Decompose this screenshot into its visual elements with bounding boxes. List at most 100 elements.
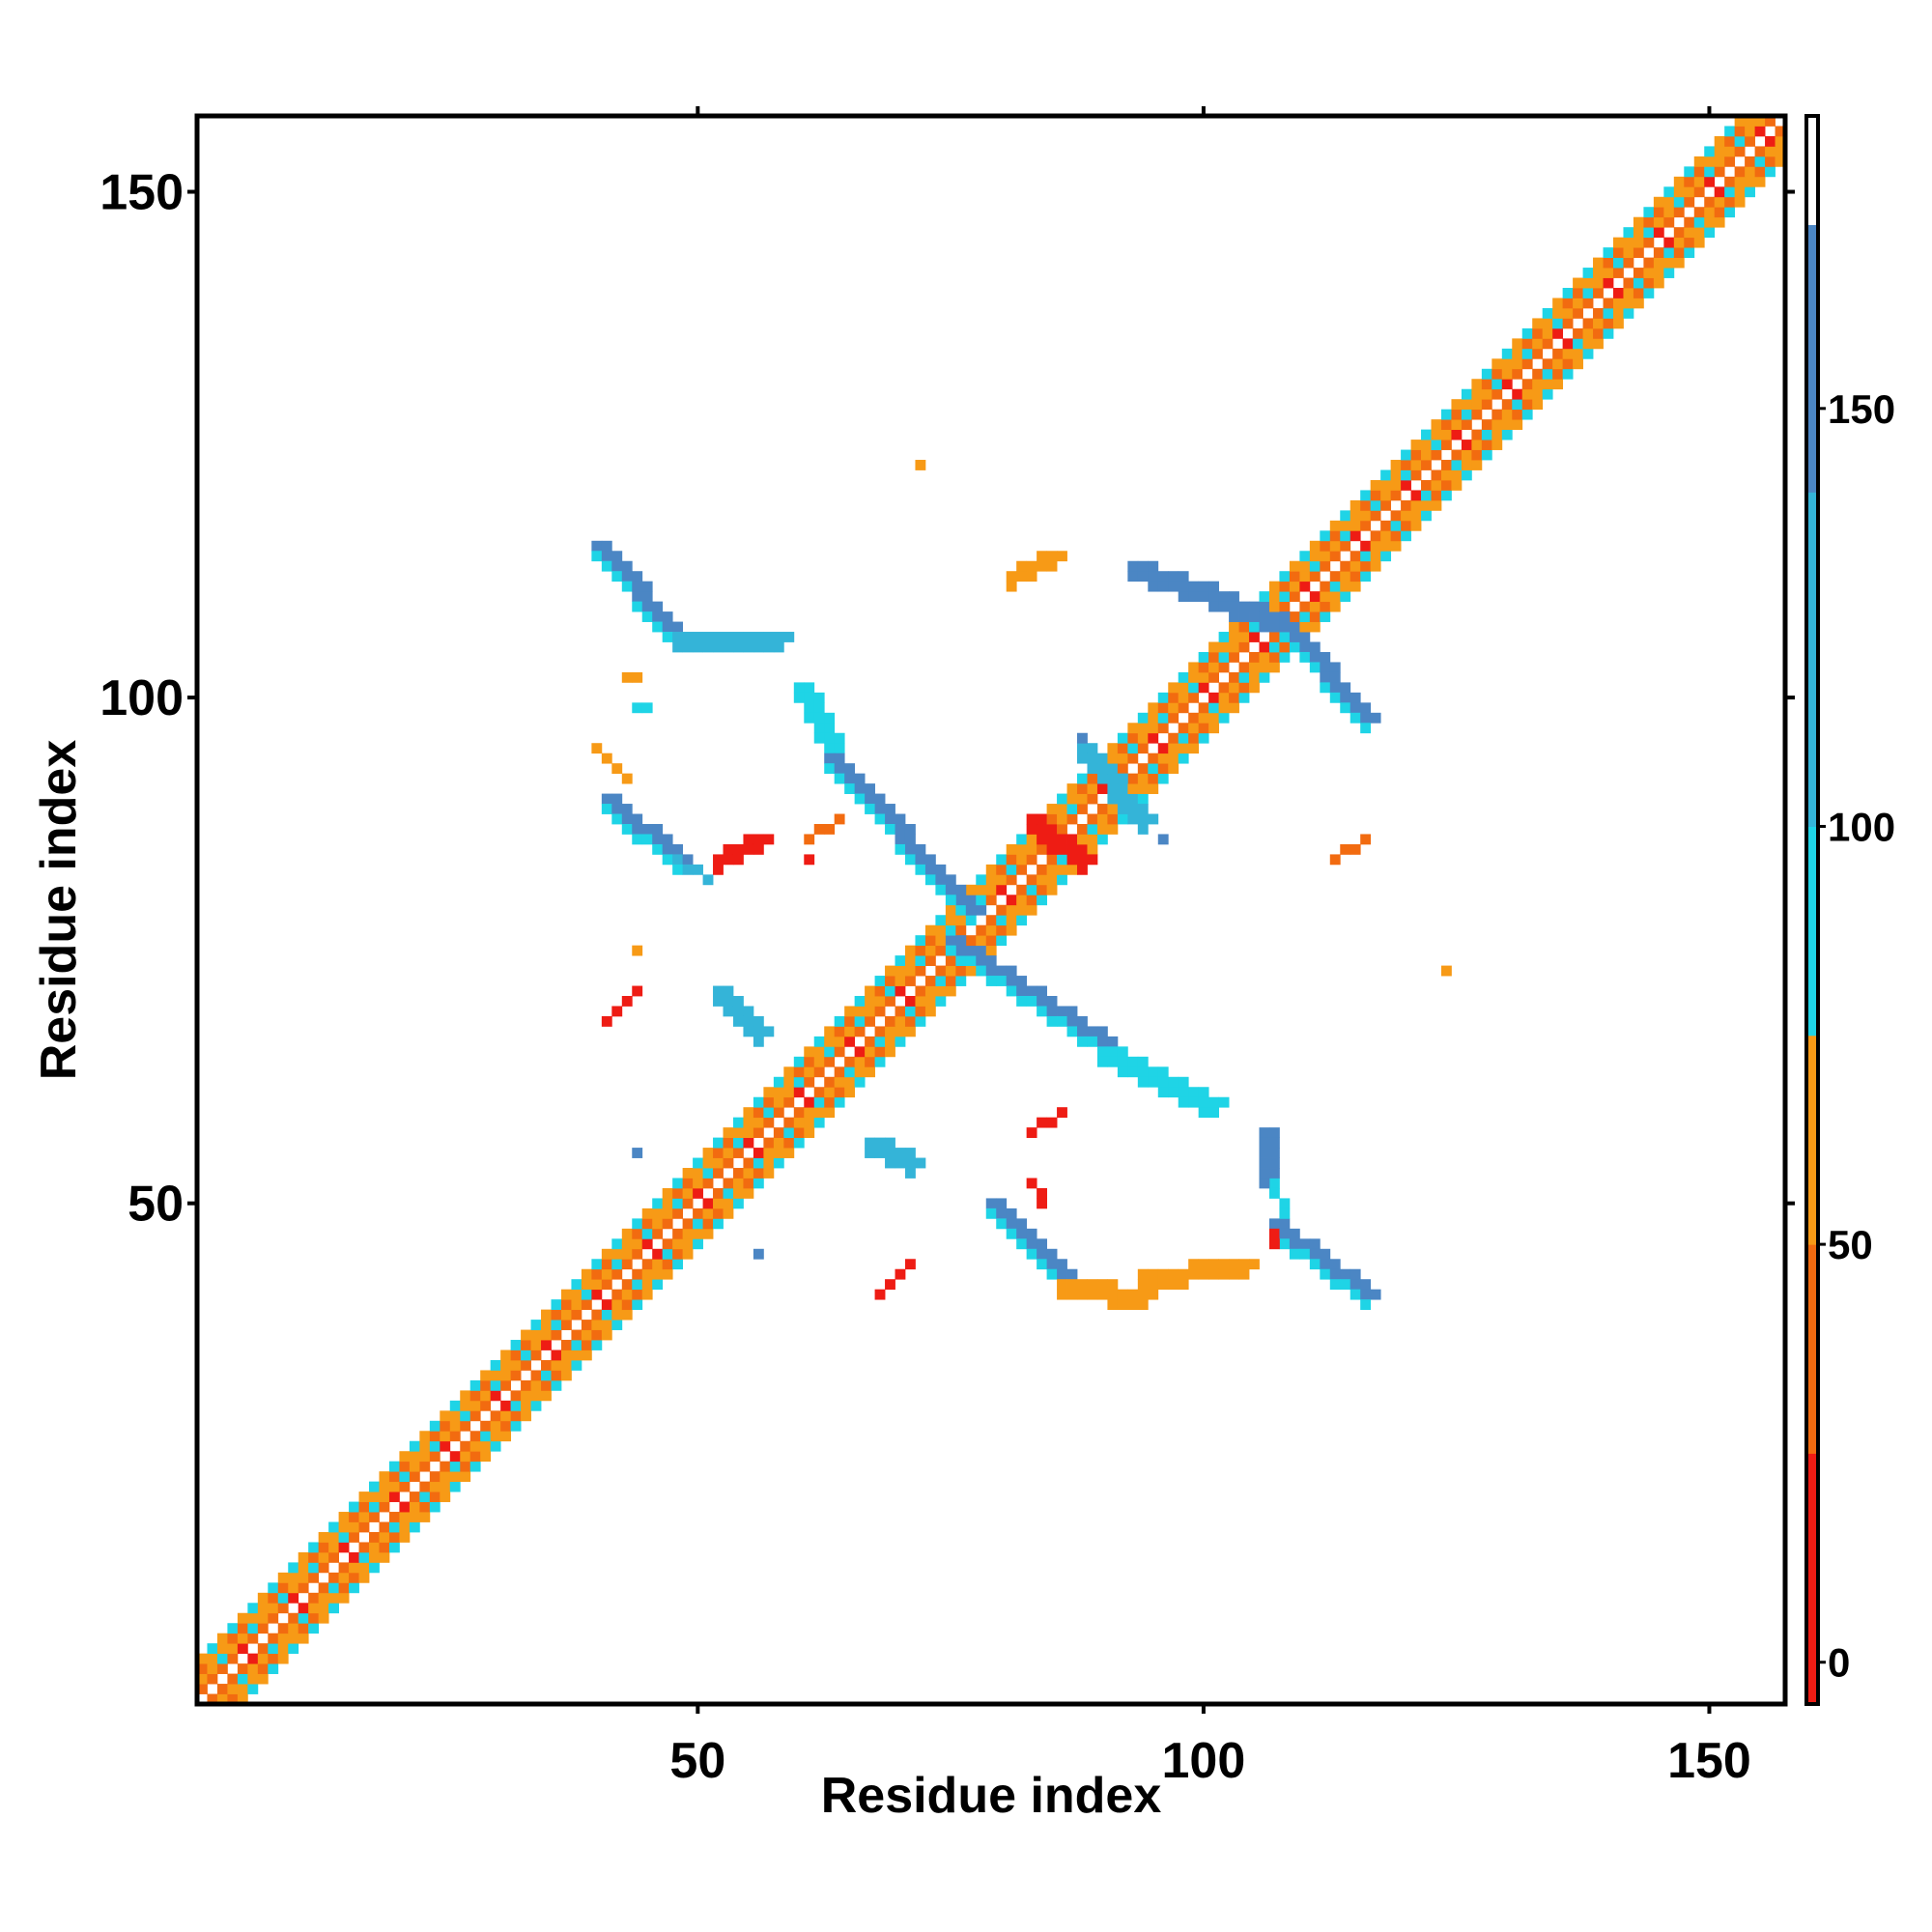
- heatmap-cell: [1057, 854, 1067, 866]
- heatmap-cell: [662, 1238, 673, 1250]
- heatmap-cell: [1765, 146, 1776, 157]
- heatmap-cell: [1390, 479, 1402, 491]
- heatmap-cell: [358, 1501, 370, 1513]
- heatmap-cell: [388, 1481, 400, 1492]
- heatmap-cell: [1350, 530, 1361, 542]
- heatmap-cell: [591, 1289, 603, 1300]
- heatmap-cell: [1157, 773, 1169, 784]
- heatmap-cell: [672, 1208, 684, 1219]
- heatmap-cell: [1168, 1076, 1179, 1088]
- heatmap-cell: [247, 1653, 259, 1664]
- heatmap-cell: [743, 1187, 754, 1199]
- heatmap-cell: [591, 1340, 603, 1350]
- heatmap-cell: [1431, 440, 1442, 450]
- heatmap-cell: [1582, 318, 1594, 329]
- heatmap-cell: [530, 1340, 542, 1350]
- heatmap-cell: [551, 1359, 562, 1371]
- heatmap-cell: [1431, 499, 1442, 511]
- heatmap-cell: [1208, 1268, 1219, 1280]
- heatmap-cell: [641, 1208, 653, 1219]
- heatmap-cell: [1552, 307, 1564, 319]
- heatmap-cell: [419, 1492, 431, 1502]
- heatmap-cell: [1107, 743, 1119, 754]
- heatmap-cell: [611, 813, 623, 825]
- heatmap-cell: [1289, 1238, 1300, 1250]
- heatmap-cell: [1714, 196, 1725, 208]
- heatmap-cell: [732, 1117, 744, 1128]
- heatmap-cell: [1066, 793, 1078, 805]
- heatmap-cell: [409, 1512, 420, 1522]
- heatmap-cell: [1077, 753, 1088, 764]
- heatmap-cell: [1006, 915, 1017, 926]
- heatmap-cell: [713, 854, 724, 866]
- heatmap-cell: [1148, 712, 1159, 724]
- heatmap-cell: [976, 955, 987, 966]
- heatmap-cell: [996, 1208, 1008, 1219]
- heatmap-cell: [1410, 460, 1422, 470]
- heatmap-cell: [1006, 1228, 1017, 1239]
- heatmap-cell: [1229, 1259, 1239, 1270]
- heatmap-cell: [702, 1178, 714, 1189]
- heatmap-cell: [1573, 327, 1583, 339]
- heatmap-cell: [429, 1481, 440, 1492]
- heatmap-cell: [874, 1026, 886, 1037]
- heatmap-cell: [358, 1572, 370, 1583]
- heatmap-cell: [1198, 1107, 1209, 1119]
- heatmap-cell: [1673, 257, 1685, 269]
- heatmap-cell: [753, 632, 764, 642]
- heatmap-cell: [1046, 1015, 1058, 1027]
- heatmap-cell: [915, 854, 926, 866]
- heatmap-cell: [277, 1643, 289, 1655]
- heatmap-cell: [369, 1492, 380, 1502]
- heatmap-cell: [1663, 257, 1675, 269]
- heatmap-cell: [611, 763, 623, 775]
- heatmap-cell: [1431, 419, 1442, 431]
- heatmap-cell: [409, 1492, 420, 1502]
- heatmap-cell: [1440, 440, 1452, 450]
- heatmap-cell: [1309, 1248, 1321, 1260]
- heatmap-cell: [723, 641, 734, 653]
- heatmap-cell: [844, 1087, 856, 1098]
- heatmap-cell: [1198, 1096, 1209, 1108]
- heatmap-cell: [723, 1157, 734, 1169]
- heatmap-cell: [996, 904, 1008, 916]
- heatmap-cell: [1117, 743, 1128, 754]
- heatmap-cell: [1633, 288, 1644, 298]
- heatmap-cell: [1218, 632, 1230, 642]
- heatmap-cell: [1329, 1268, 1341, 1280]
- heatmap-cell: [813, 723, 825, 734]
- heatmap-cell: [1249, 671, 1260, 683]
- heatmap-cell: [1360, 490, 1372, 501]
- heatmap-cell: [702, 1157, 714, 1169]
- heatmap-cell: [1229, 621, 1239, 633]
- heatmap-cell: [449, 1481, 461, 1492]
- heatmap-cell: [1299, 1248, 1311, 1260]
- heatmap-cell: [1552, 358, 1564, 370]
- heatmap-cell: [1016, 560, 1028, 572]
- heatmap-cell: [1542, 318, 1553, 329]
- heatmap-cell: [277, 1603, 289, 1614]
- heatmap-cell: [924, 985, 936, 997]
- heatmap-cell: [1481, 429, 1492, 440]
- heatmap-cell: [591, 1329, 603, 1341]
- heatmap-cell: [1198, 581, 1209, 592]
- heatmap-cell: [1492, 419, 1503, 431]
- x-tick-label: 100: [1162, 1733, 1246, 1789]
- heatmap-cell: [247, 1633, 259, 1644]
- heatmap-cell: [338, 1521, 350, 1533]
- heatmap-cell: [885, 1137, 895, 1149]
- heatmap-cell: [611, 793, 623, 805]
- heatmap-cell: [1037, 1187, 1047, 1199]
- heatmap-cell: [1137, 571, 1149, 582]
- heatmap-cell: [1066, 1015, 1078, 1027]
- heatmap-cell: [1309, 651, 1321, 663]
- heatmap-cell: [865, 1046, 875, 1058]
- heatmap-cell: [652, 1198, 664, 1209]
- heatmap-cell: [1066, 1279, 1078, 1291]
- heatmap-cell: [449, 1461, 461, 1472]
- heatmap-cell: [652, 1228, 664, 1239]
- heatmap-cell: [915, 955, 926, 966]
- heatmap-cell: [793, 1137, 805, 1149]
- heatmap-cell: [349, 1582, 359, 1594]
- heatmap-cell: [257, 1653, 269, 1664]
